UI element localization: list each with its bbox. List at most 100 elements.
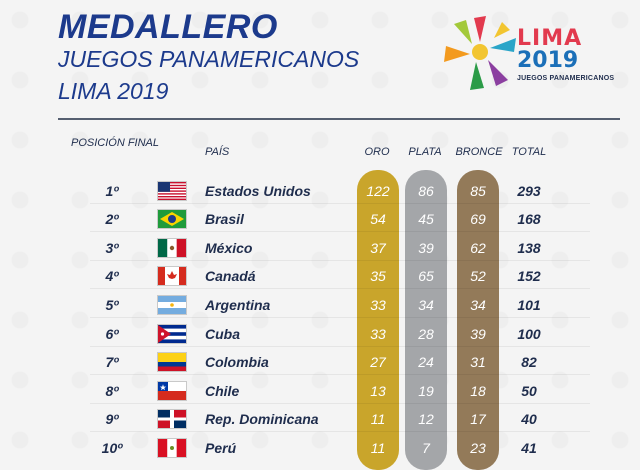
- position-cell: 1º: [105, 183, 119, 199]
- country-cell: Rep. Dominicana: [205, 411, 319, 427]
- bronze-count-cell: 62: [470, 240, 486, 256]
- gold-column-bar: [357, 170, 399, 470]
- bronze-count-cell: 31: [470, 354, 486, 370]
- country-cell: Brasil: [205, 211, 244, 227]
- gold-count-cell: 54: [370, 211, 386, 227]
- gold-count-cell: 11: [370, 411, 386, 427]
- country-cell: Perú: [205, 440, 237, 456]
- column-header-position: POSICIÓN FINAL: [70, 137, 160, 149]
- total-count-cell: 293: [517, 183, 541, 199]
- table-row: 5º Argentina 33 34 34 101: [0, 291, 640, 319]
- header-divider: [58, 118, 620, 120]
- total-count-cell: 152: [517, 268, 541, 284]
- bronze-column-bar: [457, 170, 499, 470]
- gold-count-cell: 11: [370, 440, 386, 456]
- total-count-cell: 168: [517, 211, 541, 227]
- gold-count-cell: 27: [370, 354, 386, 370]
- silver-column-bar: [405, 170, 447, 470]
- row-divider: [90, 317, 590, 318]
- column-header-total: TOTAL: [511, 146, 547, 158]
- canada-flag-icon: [157, 266, 187, 286]
- column-header-silver: PLATA: [408, 146, 442, 158]
- table-row: 10º Perú 11 7 23 41: [0, 434, 640, 462]
- position-cell: 5º: [105, 297, 119, 313]
- subtitle-edition: LIMA 2019: [58, 78, 169, 104]
- position-cell: 10º: [101, 440, 123, 456]
- column-header-country: PAÍS: [205, 146, 230, 158]
- total-count-cell: 50: [521, 383, 537, 399]
- logo-text-year: 2019: [517, 48, 579, 73]
- silver-count-cell: 39: [418, 240, 434, 256]
- row-divider: [90, 346, 590, 347]
- position-cell: 2º: [105, 211, 119, 227]
- row-divider: [90, 431, 590, 432]
- silver-count-cell: 28: [418, 326, 434, 342]
- country-cell: Colombia: [205, 354, 269, 370]
- bronze-count-cell: 85: [470, 183, 486, 199]
- colombia-flag-icon: [157, 352, 187, 372]
- argentina-flag-icon: [157, 295, 187, 315]
- total-count-cell: 101: [517, 297, 541, 313]
- position-cell: 6º: [105, 326, 119, 342]
- gold-count-cell: 37: [370, 240, 386, 256]
- row-divider: [90, 203, 590, 204]
- country-cell: Canadá: [205, 268, 256, 284]
- silver-count-cell: 65: [418, 268, 434, 284]
- position-cell: 7º: [105, 354, 119, 370]
- silver-count-cell: 45: [418, 211, 434, 227]
- country-cell: Argentina: [205, 297, 271, 313]
- position-cell: 4º: [105, 268, 119, 284]
- bronze-count-cell: 17: [470, 411, 486, 427]
- usa-flag-icon: [157, 181, 187, 201]
- gold-count-cell: 33: [370, 326, 386, 342]
- row-divider: [90, 374, 590, 375]
- row-divider: [90, 260, 590, 261]
- total-count-cell: 82: [521, 354, 537, 370]
- silver-count-cell: 34: [418, 297, 434, 313]
- bronze-count-cell: 34: [470, 297, 486, 313]
- country-cell: Cuba: [205, 326, 240, 342]
- total-count-cell: 40: [521, 411, 537, 427]
- bronze-count-cell: 18: [470, 383, 486, 399]
- bronze-count-cell: 23: [470, 440, 486, 456]
- table-row: 7º Colombia 27 24 31 82: [0, 348, 640, 376]
- brazil-flag-icon: [157, 209, 187, 229]
- gold-count-cell: 13: [370, 383, 386, 399]
- silver-count-cell: 12: [418, 411, 434, 427]
- row-divider: [90, 231, 590, 232]
- chile-flag-icon: [157, 381, 187, 401]
- cuba-flag-icon: [157, 324, 187, 344]
- silver-count-cell: 86: [418, 183, 434, 199]
- column-header-bronze: BRONCE: [455, 146, 503, 158]
- position-cell: 8º: [105, 383, 119, 399]
- table-row: 4º Canadá 35 65 52 152: [0, 262, 640, 290]
- gold-count-cell: 35: [370, 268, 386, 284]
- subtitle-games: JUEGOS PANAMERICANOS: [58, 46, 360, 72]
- position-cell: 3º: [105, 240, 119, 256]
- table-row: 9º Rep. Dominicana 11 12 17 40: [0, 405, 640, 433]
- peru-flag-icon: [157, 438, 187, 458]
- silver-count-cell: 24: [418, 354, 434, 370]
- column-header-gold: ORO: [364, 146, 390, 158]
- page-title: MEDALLERO: [58, 8, 278, 46]
- position-cell: 9º: [105, 411, 119, 427]
- total-count-cell: 100: [517, 326, 541, 342]
- bronze-count-cell: 39: [470, 326, 486, 342]
- total-count-cell: 138: [517, 240, 541, 256]
- silver-count-cell: 7: [422, 440, 430, 456]
- table-row: 1º Estados Unidos 122 86 85 293: [0, 177, 640, 205]
- gold-count-cell: 122: [366, 183, 390, 199]
- logo-text-games: JUEGOS PANAMERICANOS: [517, 75, 615, 82]
- country-cell: México: [205, 240, 253, 256]
- table-row: 6º Cuba 33 28 39 100: [0, 320, 640, 348]
- total-count-cell: 41: [521, 440, 537, 456]
- table-row: 2º Brasil 54 45 69 168: [0, 205, 640, 233]
- row-divider: [90, 288, 590, 289]
- logo-text-lima: LIMA: [517, 26, 583, 51]
- silver-count-cell: 19: [418, 383, 434, 399]
- row-divider: [90, 403, 590, 404]
- bronze-count-cell: 69: [470, 211, 486, 227]
- dominican-republic-flag-icon: [157, 409, 187, 429]
- table-row: 3º México 37 39 62 138: [0, 234, 640, 262]
